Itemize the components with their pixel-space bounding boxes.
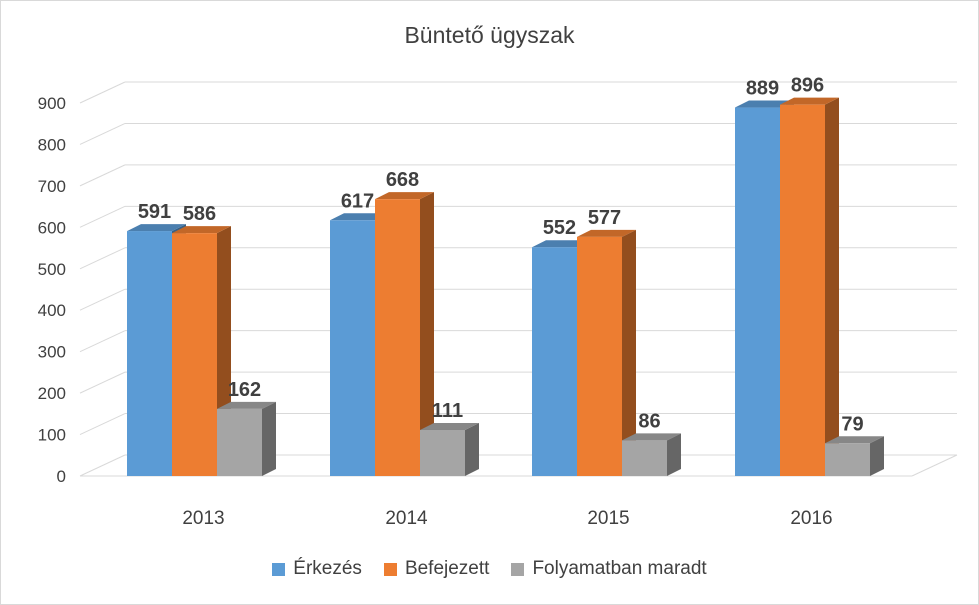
bar-top	[622, 433, 681, 441]
bar	[375, 199, 420, 476]
y-tick-label: 800	[38, 135, 66, 154]
y-tick-label: 500	[38, 260, 66, 279]
bar-top	[420, 422, 479, 430]
legend-label: Érkezés	[293, 558, 362, 579]
y-tick-label: 300	[38, 343, 66, 362]
bar-top	[577, 229, 636, 237]
y-tick-label: 600	[38, 218, 66, 237]
gridline-depth	[79, 247, 126, 270]
bar-side	[465, 422, 479, 476]
data-label: 111	[432, 400, 463, 422]
bar	[780, 104, 825, 476]
bar-side	[262, 401, 276, 476]
legend-item: Érkezés	[272, 558, 362, 580]
data-label: 577	[588, 207, 621, 229]
legend-swatch	[511, 562, 525, 576]
bar-side	[622, 229, 636, 476]
gridline-depth	[79, 371, 126, 394]
bar-top	[375, 192, 434, 200]
y-tick-label: 0	[57, 467, 66, 486]
data-label: 586	[183, 203, 216, 225]
data-label: 668	[386, 169, 419, 191]
legend: Érkezés Befejezett Folyamatban maradt	[0, 558, 979, 580]
floor-edge-depth	[911, 454, 958, 477]
bar	[622, 440, 667, 476]
gridline-depth	[79, 330, 126, 353]
x-tick-label: 2015	[587, 508, 629, 529]
bar	[577, 236, 622, 476]
y-tick-label: 900	[38, 94, 66, 113]
data-label: 591	[138, 201, 171, 223]
y-tick-label: 400	[38, 301, 66, 320]
y-tick-label: 700	[38, 177, 66, 196]
gridline-depth	[79, 413, 126, 436]
bar	[127, 231, 172, 476]
bar	[330, 220, 375, 476]
data-label: 162	[228, 379, 261, 401]
legend-label: Folyamatban maradt	[532, 558, 707, 579]
gridline-depth	[79, 454, 126, 477]
bar-top	[532, 240, 591, 248]
legend-swatch	[383, 562, 397, 576]
gridline-depth	[79, 164, 126, 187]
data-label: 896	[791, 75, 824, 97]
gridline-depth	[79, 205, 126, 228]
bar-top	[780, 97, 839, 105]
bar	[532, 247, 577, 476]
y-tick-label: 100	[38, 426, 66, 445]
bar-top	[127, 224, 186, 232]
y-tick-label: 200	[38, 384, 66, 403]
bar-top	[330, 213, 389, 221]
legend-item: Befejezett	[383, 558, 490, 580]
data-label: 617	[341, 190, 374, 212]
legend-label: Befejezett	[404, 558, 490, 579]
bar-side	[667, 433, 681, 476]
bar-top	[825, 436, 884, 444]
legend-item: Folyamatban maradt	[511, 558, 707, 580]
bar	[420, 429, 465, 476]
bar	[825, 443, 870, 476]
bar-side	[870, 436, 884, 476]
bar-top	[217, 401, 276, 409]
bar-side	[825, 97, 839, 476]
bar-top	[172, 226, 231, 234]
bar	[217, 408, 262, 476]
bar	[172, 233, 217, 476]
chart-title: Büntető ügyszak	[404, 22, 575, 48]
x-tick-label: 2014	[385, 508, 428, 529]
data-label: 552	[543, 217, 576, 239]
data-label: 86	[638, 410, 660, 432]
data-label: 79	[841, 413, 863, 435]
data-label: 889	[746, 78, 779, 100]
x-tick-label: 2016	[790, 508, 832, 529]
gridline-depth	[79, 288, 126, 311]
bar	[735, 107, 780, 476]
gridline-depth	[79, 122, 126, 145]
gridline-depth	[79, 81, 126, 104]
x-tick-label: 2013	[182, 508, 224, 529]
bar-top	[735, 100, 794, 108]
bar-side	[420, 192, 434, 476]
legend-swatch	[272, 562, 286, 576]
